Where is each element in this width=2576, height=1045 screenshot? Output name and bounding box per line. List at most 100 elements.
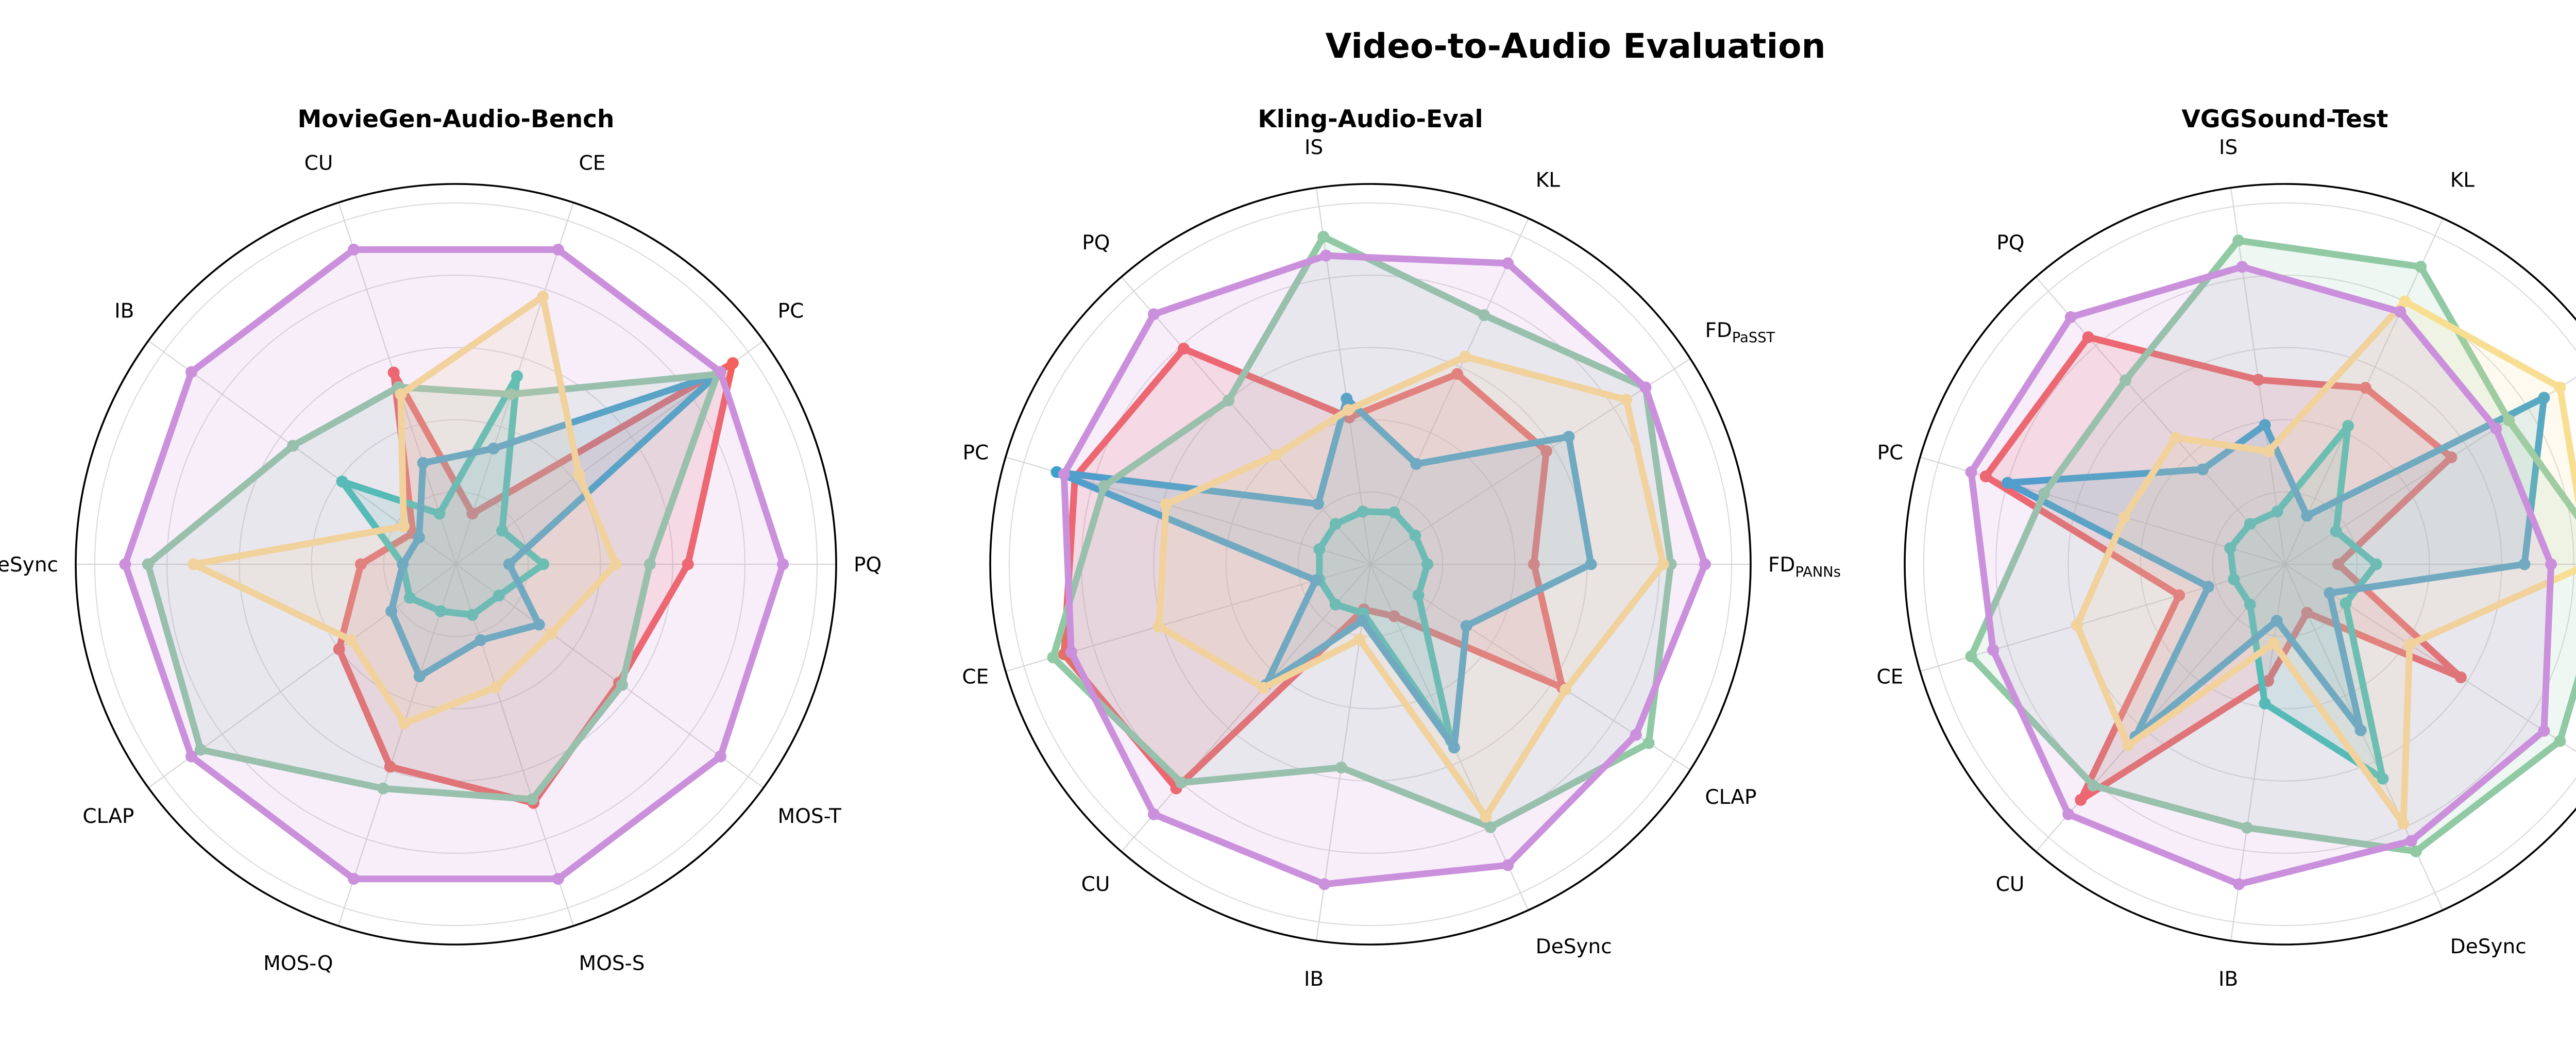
data-point: [336, 475, 348, 487]
data-point: [1528, 558, 1540, 570]
axis-label: CLAP: [1705, 786, 1756, 809]
data-point: [573, 468, 585, 481]
axis-label: PQ: [1996, 231, 2024, 255]
data-point: [2410, 845, 2422, 857]
data-point: [2554, 735, 2566, 747]
data-point: [2554, 381, 2566, 394]
data-point: [1630, 729, 1642, 741]
axis-label: CU: [1081, 873, 1110, 896]
axis-label: MOS-T: [778, 805, 842, 828]
data-point: [2370, 558, 2382, 570]
data-point: [1502, 859, 1514, 871]
grid-spoke: [337, 564, 457, 926]
data-point: [348, 243, 360, 256]
data-point: [2241, 821, 2253, 834]
data-point: [2342, 419, 2354, 432]
series-polygon: [1968, 263, 2555, 888]
axis-label: DeSync: [0, 553, 58, 577]
data-point: [1356, 615, 1368, 627]
data-point: [185, 750, 198, 763]
axis-label: IB: [1304, 968, 1324, 991]
data-point: [188, 558, 200, 570]
outer-circle: [989, 183, 1752, 946]
axis-label: CU: [1996, 873, 2025, 896]
data-point: [1620, 394, 1633, 406]
data-point: [1047, 651, 1059, 664]
data-point: [413, 531, 425, 544]
data-point: [2301, 606, 2313, 619]
data-point: [2354, 724, 2367, 736]
data-point: [2415, 261, 2427, 273]
data-point: [2518, 558, 2531, 570]
data-point: [1312, 498, 1325, 510]
axis-label: PC: [963, 441, 989, 464]
axis-label: DeSync: [2450, 935, 2527, 958]
grid-spoke: [1920, 563, 2285, 672]
data-point: [1563, 431, 1575, 443]
data-point: [1642, 737, 1655, 749]
data-point: [2244, 518, 2256, 530]
chart-title-moviegen: MovieGen-Audio-Bench: [298, 105, 615, 133]
data-point: [385, 605, 398, 617]
grid-spoke: [455, 564, 764, 788]
data-point: [1153, 620, 1165, 633]
data-point: [1421, 558, 1434, 570]
data-point: [1478, 309, 1490, 322]
axis-label: PQ: [854, 553, 882, 577]
data-point: [1388, 506, 1400, 518]
data-point: [496, 525, 509, 537]
data-point: [1484, 821, 1497, 833]
radar-chart-moviegen: CU CE PC PQ MOS-T MOS-S MOS-Q CLAP DeSync IB: [0, 152, 882, 975]
data-point: [714, 750, 726, 763]
data-point: [1410, 458, 1422, 470]
data-point: [1269, 449, 1282, 461]
data-point: [1480, 811, 1492, 823]
data-point: [2445, 451, 2458, 464]
data-point: [1502, 257, 1514, 269]
data-point: [2228, 573, 2240, 585]
data-point: [487, 442, 500, 454]
data-point: [433, 508, 446, 520]
data-point: [1160, 498, 1172, 511]
data-point: [2062, 808, 2075, 820]
data-point: [1560, 683, 1572, 696]
data-point: [1329, 598, 1342, 611]
data-point: [537, 558, 550, 570]
data-point: [1540, 445, 1552, 458]
data-point: [2545, 558, 2557, 570]
data-point: [2173, 589, 2185, 601]
data-point: [1148, 308, 1160, 321]
data-point: [777, 558, 789, 570]
data-point: [387, 366, 400, 379]
axis-label: MOS-Q: [263, 952, 333, 975]
data-point: [2087, 779, 2099, 791]
axis-label: PC: [1877, 441, 1904, 464]
data-point: [1979, 470, 1992, 482]
axis-label: CE: [962, 665, 989, 688]
axis-label: FDPaSST: [1705, 319, 1775, 346]
data-point: [2490, 423, 2502, 435]
grid-spoke: [1315, 564, 1371, 941]
data-point: [2324, 587, 2336, 599]
data-point: [682, 558, 694, 570]
axis-label: IS: [2219, 136, 2238, 159]
data-point: [2397, 817, 2410, 830]
data-point: [505, 388, 517, 400]
data-point: [2064, 311, 2077, 323]
axis-label: FDPANNs: [1768, 553, 1841, 580]
data-point: [2399, 295, 2411, 308]
grid-spoke: [1121, 276, 1371, 565]
data-point: [1448, 741, 1460, 754]
data-point: [1317, 230, 1330, 243]
series-polygon: [1049, 233, 1674, 831]
data-point: [1987, 644, 1999, 656]
grid-spoke: [2035, 276, 2285, 565]
data-point: [1065, 646, 1077, 658]
data-point: [2394, 306, 2406, 318]
data-point: [1329, 518, 1342, 530]
data-point: [1313, 543, 1326, 555]
grid-spoke: [1370, 358, 1691, 565]
